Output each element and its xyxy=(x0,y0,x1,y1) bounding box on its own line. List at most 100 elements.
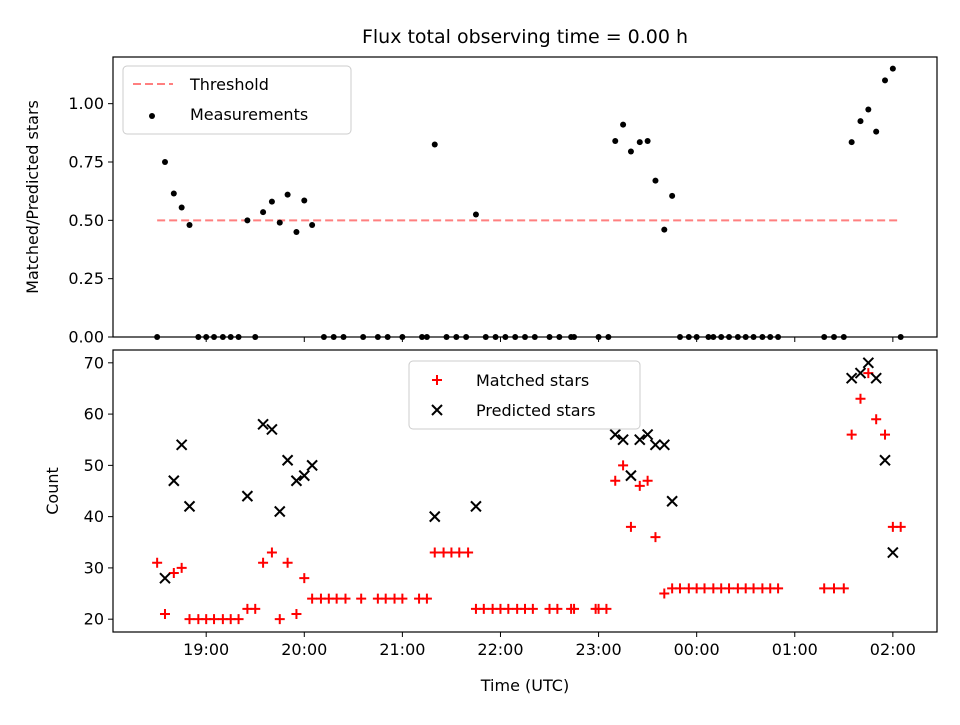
data-point xyxy=(846,429,857,440)
data-point xyxy=(870,372,882,384)
data-point xyxy=(258,557,269,568)
x-tick-label: 20:00 xyxy=(281,640,327,659)
legend-label: Predicted stars xyxy=(476,401,596,420)
data-point xyxy=(819,583,830,594)
data-point xyxy=(268,198,275,205)
y-tick-label: 30 xyxy=(84,558,104,577)
data-point xyxy=(291,609,302,620)
data-point xyxy=(293,229,300,235)
legend-label: Threshold xyxy=(189,75,269,94)
data-point xyxy=(617,434,629,446)
data-point xyxy=(478,603,489,614)
data-point xyxy=(882,77,889,84)
data-point xyxy=(625,469,637,482)
data-point xyxy=(429,547,440,558)
data-point xyxy=(620,121,627,128)
x-tick-label: 21:00 xyxy=(379,640,425,659)
x-axis-label: Time (UTC) xyxy=(480,676,569,695)
legend-measurements-swatch xyxy=(149,113,155,119)
data-point xyxy=(845,372,858,384)
y-tick-label: 70 xyxy=(84,353,104,372)
x-tick-label: 23:00 xyxy=(576,640,622,659)
data-point xyxy=(773,583,784,594)
data-point xyxy=(889,65,896,72)
data-point xyxy=(855,393,866,404)
data-point xyxy=(152,557,163,568)
data-point xyxy=(857,118,864,125)
data-point xyxy=(625,521,636,532)
y-axis-label: Count xyxy=(43,467,62,515)
data-point xyxy=(854,367,867,379)
data-point xyxy=(674,583,685,594)
x-tick-label: 02:00 xyxy=(870,640,916,659)
data-point xyxy=(178,204,185,211)
data-point xyxy=(838,583,849,594)
data-point xyxy=(601,603,612,614)
data-point xyxy=(183,500,196,513)
data-point xyxy=(642,475,653,486)
data-point xyxy=(470,500,482,513)
data-point xyxy=(618,460,629,471)
data-point xyxy=(170,190,177,197)
series-predicted-stars xyxy=(159,357,899,584)
data-point xyxy=(250,603,261,614)
data-point xyxy=(168,475,180,487)
data-point xyxy=(661,226,668,233)
data-point xyxy=(666,495,678,507)
data-point xyxy=(209,614,220,625)
data-point xyxy=(380,593,391,604)
y-tick-label: 40 xyxy=(84,507,104,526)
data-point xyxy=(276,219,283,226)
data-point xyxy=(627,148,634,155)
data-point xyxy=(274,614,285,625)
series-matched-stars xyxy=(152,368,906,625)
data-point xyxy=(634,434,646,446)
data-point xyxy=(421,593,432,604)
data-point xyxy=(636,139,643,146)
data-point xyxy=(282,557,293,568)
legend-box xyxy=(122,65,352,135)
data-point xyxy=(281,454,294,466)
data-point xyxy=(244,217,251,224)
chart-title: Flux total observing time = 0.00 h xyxy=(362,26,688,48)
y-tick-label: 50 xyxy=(84,456,104,475)
data-point xyxy=(699,583,710,594)
data-point xyxy=(641,428,654,441)
data-point xyxy=(241,490,254,502)
data-point xyxy=(340,593,351,604)
data-point xyxy=(309,222,316,228)
plot-frame xyxy=(112,56,938,338)
data-point xyxy=(306,459,318,472)
data-point xyxy=(748,583,759,594)
legend-box xyxy=(408,360,641,430)
data-point xyxy=(307,593,318,604)
data-point xyxy=(634,480,645,491)
y-tick-label: 0.50 xyxy=(68,211,104,230)
data-point xyxy=(644,138,651,144)
data-point xyxy=(298,469,310,482)
data-point xyxy=(159,572,171,584)
data-point xyxy=(848,139,855,146)
data-point xyxy=(429,510,441,523)
data-point xyxy=(301,197,308,204)
data-point xyxy=(652,177,659,184)
data-point xyxy=(873,128,880,135)
data-point xyxy=(871,414,882,425)
x-tick-label: 19:00 xyxy=(183,640,229,659)
data-point xyxy=(186,222,193,228)
data-point xyxy=(266,423,278,436)
data-point xyxy=(176,562,187,573)
data-point xyxy=(431,141,438,148)
chart-panel-1: Flux total observing time = 0.00 h 0.00 0.… xyxy=(23,26,938,347)
x-tick-label: 01:00 xyxy=(772,640,818,659)
chart-panel-2: 19:00 20:00 21:00 22:00 23:00 00:00 01:00 02:00… xyxy=(43,349,938,695)
data-point xyxy=(880,429,891,440)
data-point xyxy=(552,603,563,614)
data-point xyxy=(161,159,168,165)
legend: Threshold Measurements xyxy=(122,65,352,135)
data-point xyxy=(887,546,899,559)
y-tick-label: 60 xyxy=(84,405,104,424)
data-point xyxy=(724,583,735,594)
data-point xyxy=(260,209,267,216)
data-point xyxy=(233,614,244,625)
